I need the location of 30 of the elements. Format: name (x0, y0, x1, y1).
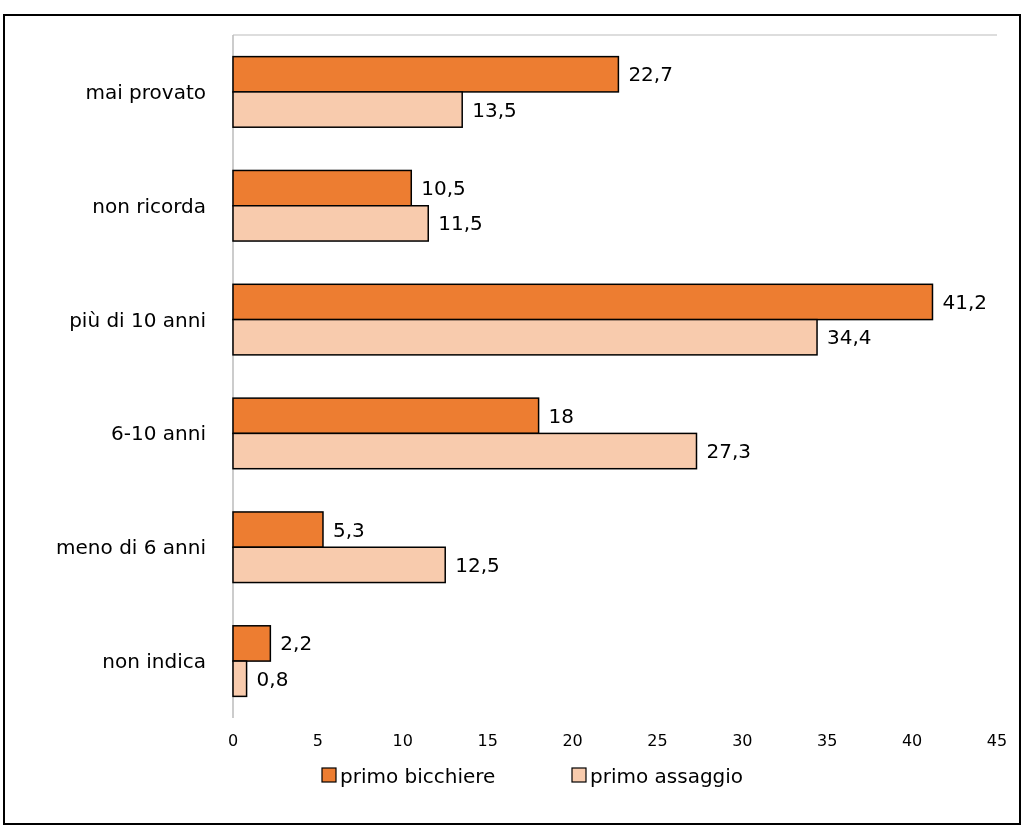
x-tick-label: 35 (817, 731, 838, 750)
legend-label: primo assaggio (590, 764, 744, 788)
legend-label: primo bicchiere (340, 764, 496, 788)
data-label: 0,8 (256, 666, 289, 691)
x-tick-label: 10 (392, 731, 413, 750)
data-label: 34,4 (827, 325, 872, 350)
x-tick-label: 25 (647, 731, 668, 750)
data-label: 13,5 (472, 97, 517, 122)
x-tick-label: 45 (986, 731, 1008, 750)
y-tick-label: più di 10 anni (69, 307, 206, 332)
y-tick-label: non indica (102, 649, 206, 674)
y-tick-label: 6-10 anni (111, 421, 206, 446)
y-tick-label: mai provato (85, 79, 206, 104)
x-tick-label: 5 (312, 731, 323, 750)
data-label: 12,5 (455, 552, 500, 577)
data-label: 41,2 (942, 289, 988, 314)
y-tick-label: meno di 6 anni (56, 535, 206, 560)
data-label: 10,5 (421, 176, 466, 201)
x-tick-label: 30 (732, 731, 753, 750)
data-label: 18 (548, 403, 575, 428)
y-tick-label: non ricorda (92, 193, 206, 218)
x-tick-label: 0 (227, 731, 239, 750)
x-tick-label: 20 (562, 731, 583, 750)
data-label: 27,3 (706, 439, 752, 464)
data-label: 2,2 (280, 631, 313, 656)
data-label: 11,5 (438, 211, 483, 236)
data-label: 5,3 (332, 517, 365, 542)
x-tick-label: 40 (901, 731, 923, 750)
data-label: 22,7 (628, 62, 673, 87)
x-tick-label: 15 (477, 731, 498, 750)
